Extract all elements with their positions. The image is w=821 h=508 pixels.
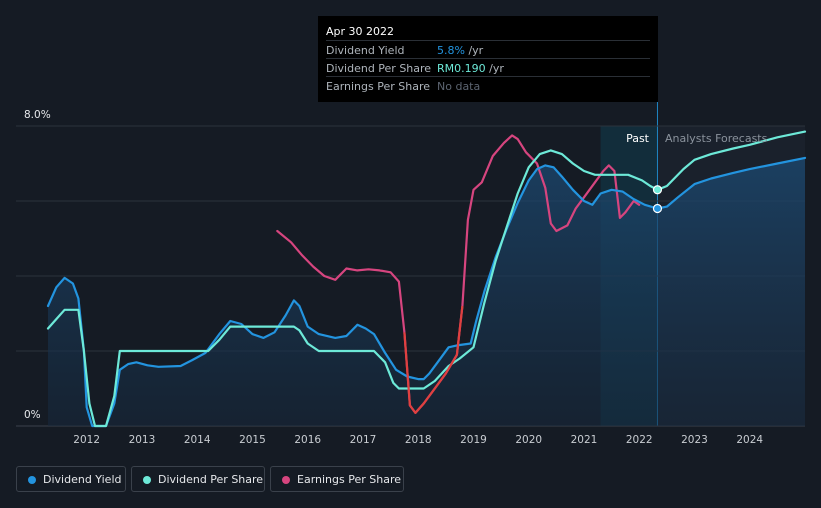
tooltip-row-dividend-yield: Dividend Yield 5.8% /yr <box>326 40 650 59</box>
tooltip-value: No data <box>437 80 480 93</box>
marker-dividend-yield <box>652 203 663 214</box>
legend-item-dividend-per-share[interactable]: Dividend Per Share <box>131 466 265 492</box>
x-tick-label: 2017 <box>350 434 377 446</box>
legend-dot <box>28 476 36 484</box>
series-line-dividend-yield <box>46 156 807 428</box>
forecast-region-label: Analysts Forecasts <box>665 132 768 145</box>
tooltip-value-number: 5.8% <box>437 44 465 57</box>
series-line-dividend-per-share <box>46 130 807 428</box>
legend-label: Dividend Yield <box>43 473 122 486</box>
legend-label: Dividend Per Share <box>158 473 264 486</box>
legend-label: Earnings Per Share <box>297 473 402 486</box>
tooltip-row-dividend-per-share: Dividend Per Share RM0.190 /yr <box>326 58 650 77</box>
x-tick-label: 2018 <box>405 434 432 446</box>
tooltip-label: Dividend Per Share <box>326 62 432 75</box>
tooltip-value: 5.8% /yr <box>437 44 483 57</box>
tooltip-value-number: No data <box>437 80 481 93</box>
x-tick-label: 2016 <box>294 434 321 446</box>
hover-tooltip: Apr 30 2022 Dividend Yield 5.8% /yr Divi… <box>318 16 658 102</box>
past-region-label: Past <box>626 132 650 145</box>
tooltip-label: Dividend Yield <box>326 44 405 57</box>
legend-dot <box>282 476 290 484</box>
tooltip-value-number: RM0.190 <box>437 62 486 75</box>
x-tick-label: 2023 <box>681 434 708 446</box>
y-tick-label: 0% <box>24 409 41 421</box>
marker-dividend-per-share <box>652 185 663 195</box>
x-tick-label: 2020 <box>515 434 542 446</box>
dividend-yield-area <box>48 157 805 426</box>
series-line-earnings-per-share <box>276 134 641 414</box>
x-tick-label: 2024 <box>736 434 763 446</box>
legend-item-dividend-yield[interactable]: Dividend Yield <box>16 466 126 492</box>
tooltip-value-unit: /yr <box>464 44 484 57</box>
legend-dot <box>143 476 151 484</box>
x-tick-label: 2014 <box>184 434 211 446</box>
y-tick-label: 8.0% <box>24 109 51 121</box>
tooltip-date: Apr 30 2022 <box>326 25 395 38</box>
x-tick-label: 2019 <box>460 434 487 446</box>
tooltip-value-unit: /yr <box>485 62 504 75</box>
tooltip-value: RM0.190 /yr <box>437 62 504 75</box>
x-tick-label: 2021 <box>571 434 598 446</box>
tooltip-label: Earnings Per Share <box>326 80 431 93</box>
x-tick-label: 2022 <box>626 434 653 446</box>
x-tick-label: 2012 <box>73 434 100 446</box>
legend-item-earnings-per-share[interactable]: Earnings Per Share <box>270 466 404 492</box>
x-tick-label: 2013 <box>129 434 156 446</box>
tooltip-row-earnings-per-share: Earnings Per Share No data <box>326 76 650 95</box>
series-line-earnings-per-share-decline <box>403 305 464 414</box>
x-tick-label: 2015 <box>239 434 266 446</box>
